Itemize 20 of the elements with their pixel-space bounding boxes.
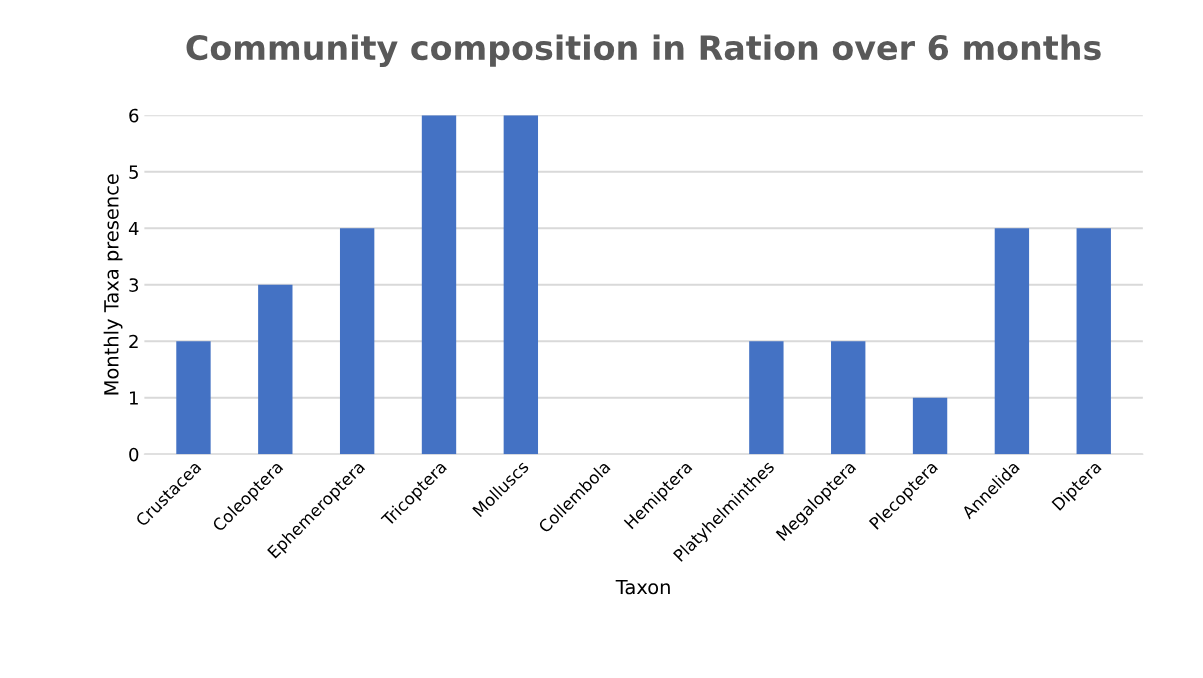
y-tick-label: 0 (129, 447, 139, 462)
y-tick-label: 1 (129, 391, 138, 405)
bar (258, 284, 293, 455)
y-tick-label: 5 (129, 165, 138, 179)
y-tick-label: 6 (129, 108, 139, 123)
y-tick-label: 4 (128, 221, 139, 236)
bar (749, 341, 784, 455)
x-axis-title: Taxon (615, 579, 670, 595)
bar (1076, 228, 1111, 455)
y-axis-title: Monthly Taxa presence (103, 174, 123, 395)
y-tick-label: 2 (129, 334, 138, 349)
y-tick-label: 3 (129, 278, 139, 292)
chart-title: Community composition in Ration over 6 months (186, 34, 1101, 67)
bar (912, 397, 948, 455)
bar (421, 115, 457, 455)
bar (994, 228, 1030, 455)
bar (176, 341, 211, 455)
bar (503, 115, 539, 455)
bar (831, 341, 866, 455)
bar (339, 228, 375, 455)
